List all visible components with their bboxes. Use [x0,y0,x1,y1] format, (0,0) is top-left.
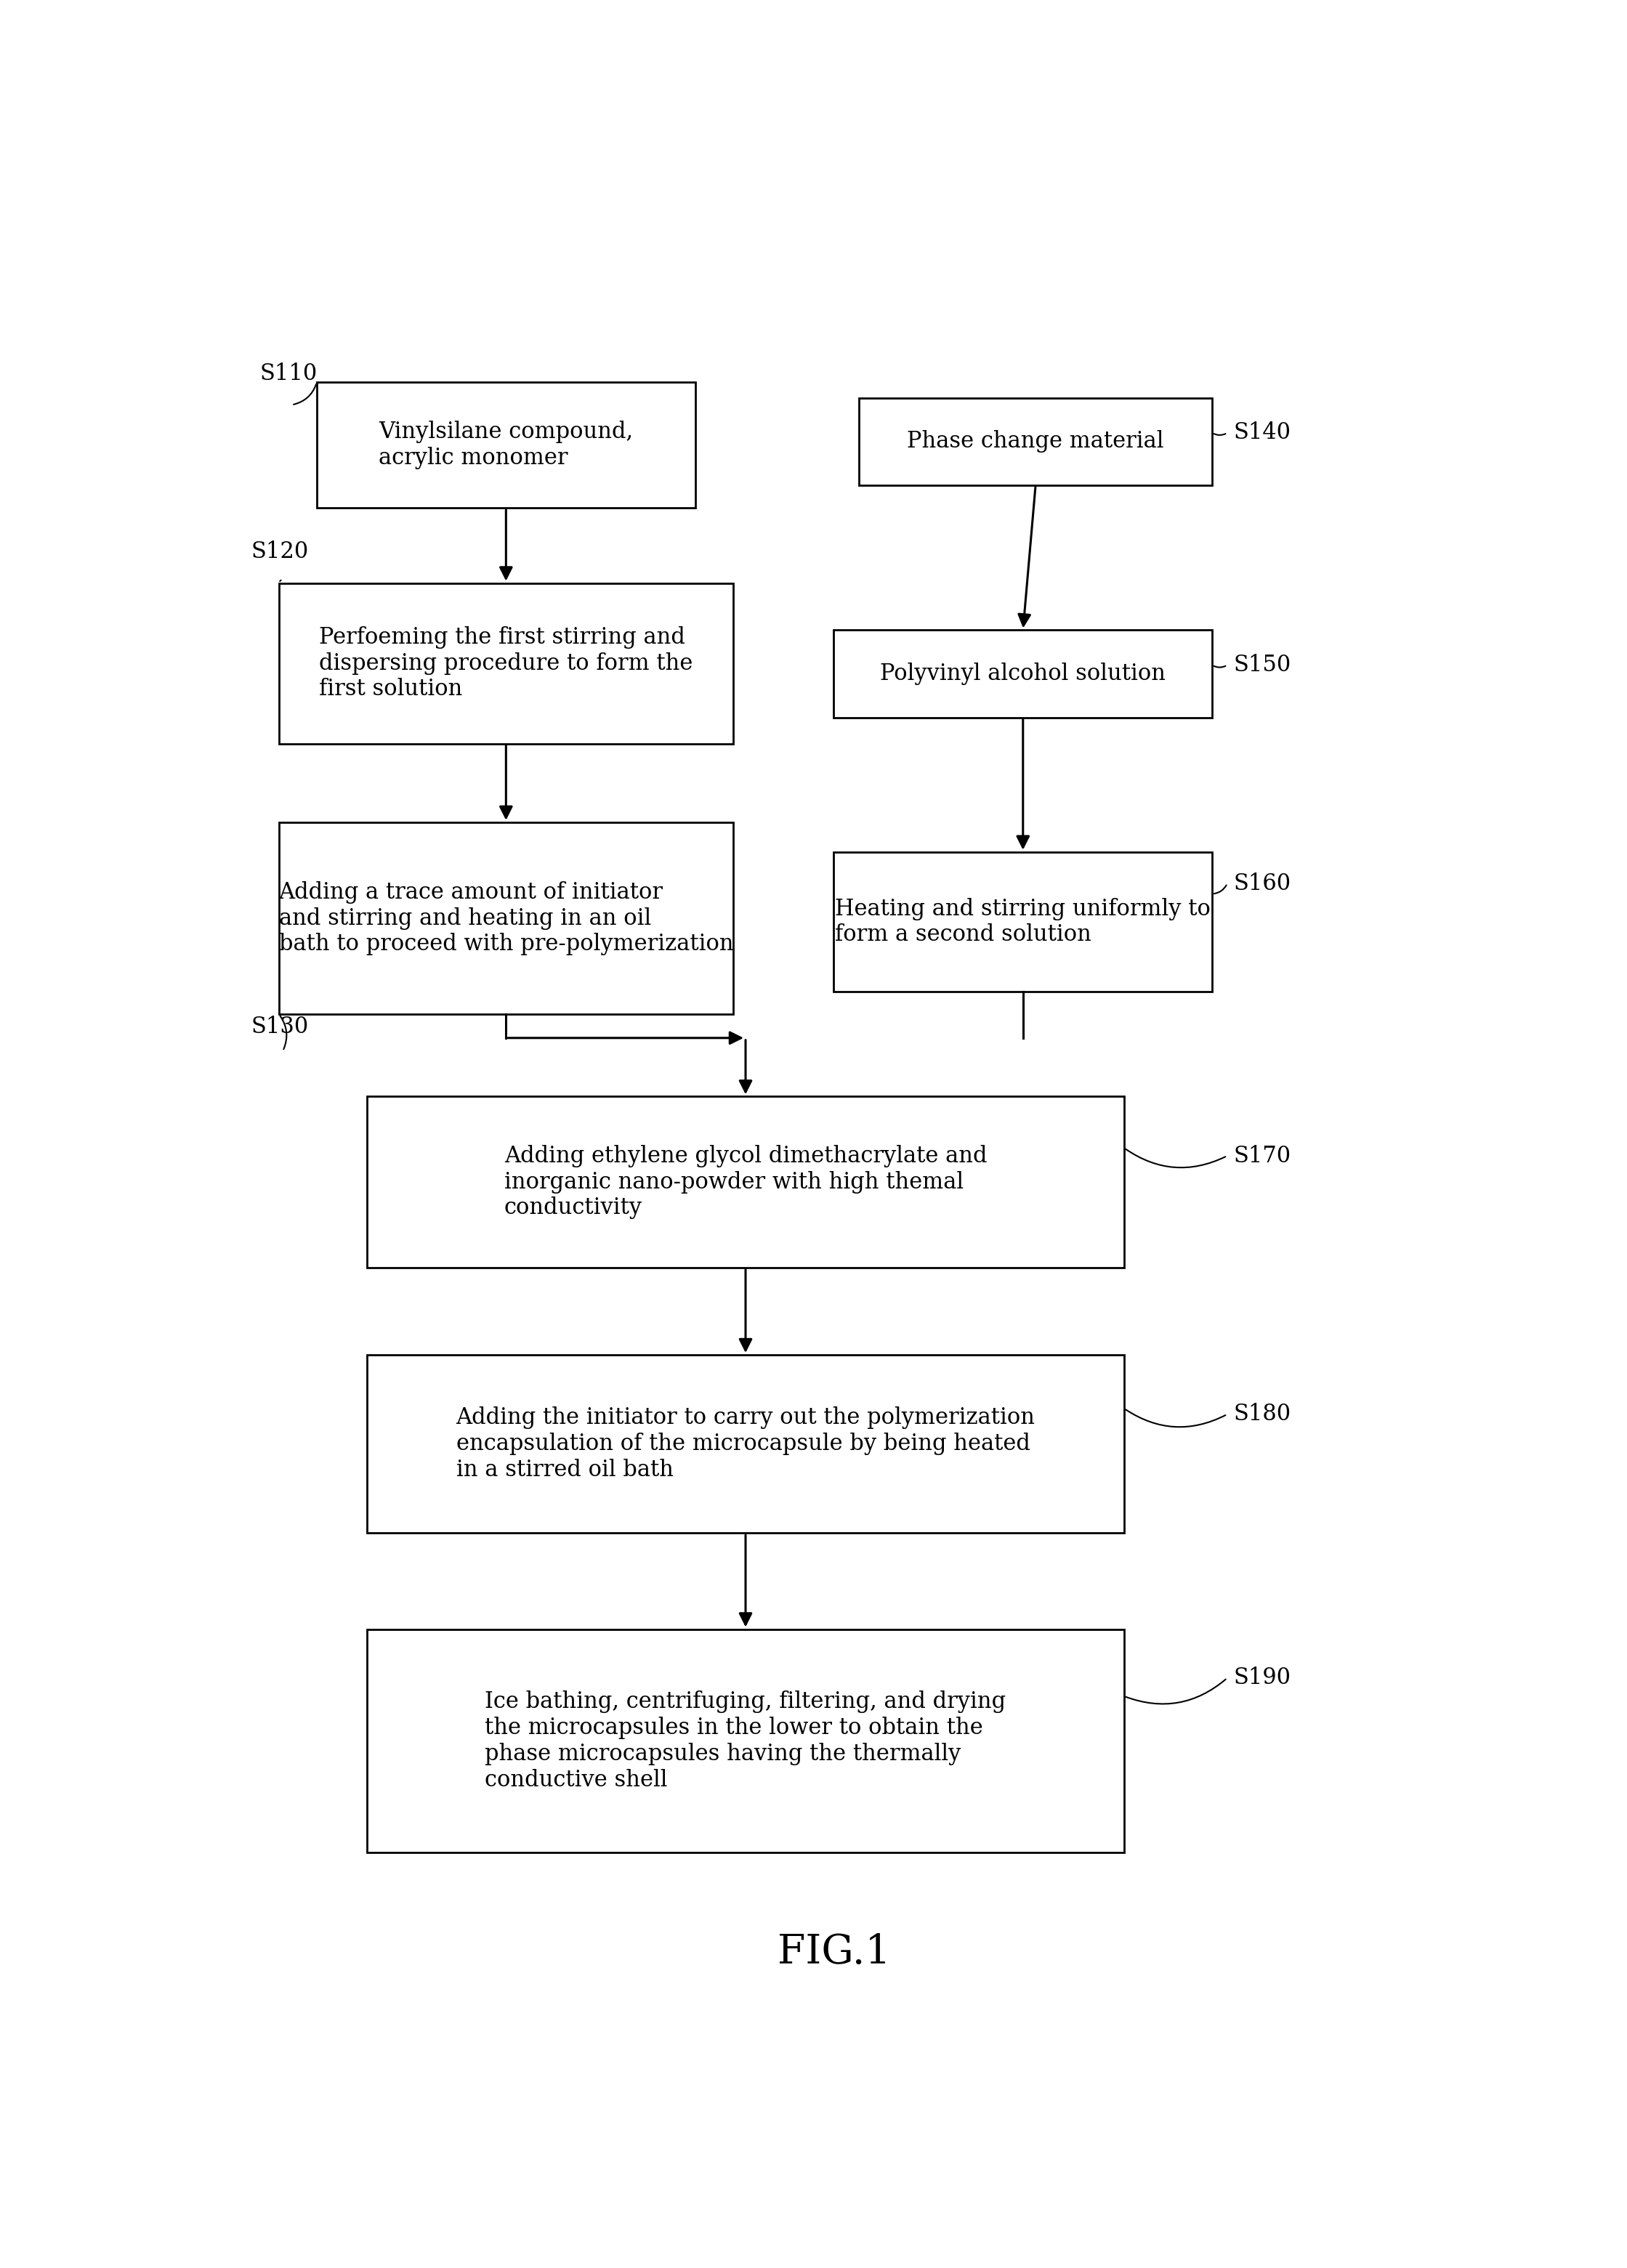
Text: Vinylsilane compound,
acrylic monomer: Vinylsilane compound, acrylic monomer [379,422,633,469]
FancyBboxPatch shape [280,583,732,744]
FancyBboxPatch shape [835,853,1212,991]
Text: FIG.1: FIG.1 [778,1932,890,1973]
Text: S130: S130 [251,1016,309,1039]
Text: Phase change material: Phase change material [908,431,1163,454]
Text: S190: S190 [1233,1667,1290,1690]
Text: Perfoeming the first stirring and
dispersing procedure to form the
first solutio: Perfoeming the first stirring and disper… [319,626,693,701]
Text: S110: S110 [260,363,317,386]
Text: Adding ethylene glycol dimethacrylate and
inorganic nano-powder with high themal: Adding ethylene glycol dimethacrylate an… [504,1145,988,1220]
Text: S140: S140 [1233,422,1290,445]
Text: S170: S170 [1233,1145,1292,1168]
FancyBboxPatch shape [368,1354,1124,1533]
FancyBboxPatch shape [859,397,1212,485]
Text: Ice bathing, centrifuging, filtering, and drying
the microcapsules in the lower : Ice bathing, centrifuging, filtering, an… [485,1690,1005,1792]
FancyBboxPatch shape [835,631,1212,717]
Text: Heating and stirring uniformly to
form a second solution: Heating and stirring uniformly to form a… [835,898,1210,946]
FancyBboxPatch shape [368,1628,1124,1853]
Text: Adding the initiator to carry out the polymerization
encapsulation of the microc: Adding the initiator to carry out the po… [456,1406,1035,1481]
FancyBboxPatch shape [368,1095,1124,1268]
Text: S180: S180 [1233,1404,1292,1427]
Text: S160: S160 [1233,873,1292,894]
Text: S150: S150 [1233,653,1292,676]
Text: S120: S120 [251,540,309,562]
FancyBboxPatch shape [317,383,695,508]
Text: Polyvinyl alcohol solution: Polyvinyl alcohol solution [880,662,1167,685]
FancyBboxPatch shape [280,823,732,1014]
Text: Adding a trace amount of initiator
and stirring and heating in an oil
bath to pr: Adding a trace amount of initiator and s… [278,880,734,955]
